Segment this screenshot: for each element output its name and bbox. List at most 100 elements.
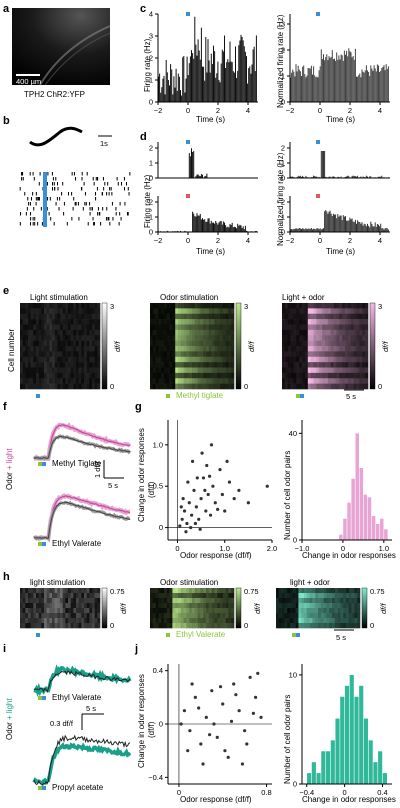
heat-cell — [320, 613, 324, 619]
heat-cell — [296, 383, 300, 390]
heat-cell — [94, 308, 98, 315]
scatter-point — [216, 507, 220, 511]
e-ylabel: Cell number — [7, 329, 16, 372]
heat-cell — [172, 618, 176, 624]
heat-cell — [164, 623, 168, 629]
heat-cell — [92, 618, 95, 624]
heat-cell — [70, 356, 74, 363]
heat-cell — [316, 319, 320, 325]
heat-cell — [326, 588, 330, 594]
heat-cell — [150, 593, 154, 599]
heat-cell — [73, 362, 77, 368]
heat-cell — [183, 324, 187, 331]
heat-cell — [327, 340, 332, 347]
odor-marker — [296, 394, 300, 398]
heat-cell — [282, 340, 286, 347]
heat-cell — [38, 303, 42, 309]
heat-cell — [178, 608, 182, 614]
heat-cell — [347, 356, 352, 363]
heat-cell — [208, 313, 212, 320]
heat-cell — [296, 367, 300, 374]
psth-bar — [373, 65, 375, 102]
heat-cell — [76, 313, 79, 320]
hist-bar — [359, 685, 364, 784]
heat-cell — [28, 618, 31, 624]
psth-bar — [369, 176, 371, 178]
heat-cell — [81, 608, 85, 614]
psth-bar — [370, 65, 372, 102]
heat-cell — [81, 372, 85, 379]
heat-cell — [28, 362, 31, 368]
heat-cell — [76, 598, 79, 604]
y-tick-label: 3 — [149, 32, 153, 41]
heat-cell — [365, 346, 369, 352]
heat-cell — [28, 608, 31, 614]
heat-cell — [295, 613, 299, 619]
heat-cell — [62, 335, 66, 341]
heat-cell — [84, 603, 87, 609]
heat-cell — [330, 303, 334, 309]
heat-cell — [172, 593, 176, 599]
psth-bar — [323, 151, 324, 178]
heat-cell — [189, 613, 193, 619]
heat-cell — [362, 346, 366, 352]
heat-cell — [217, 598, 221, 604]
heat-cell — [22, 346, 26, 352]
x-tick-label: 1.0 — [220, 544, 230, 553]
heat-cell — [206, 603, 210, 609]
heat-cell — [356, 319, 360, 325]
heat-cell — [334, 623, 338, 629]
heat-cell — [304, 613, 308, 619]
heat-cell — [175, 356, 179, 363]
psth-bar — [320, 151, 322, 178]
heat-cell — [189, 313, 193, 320]
heat-cell — [312, 603, 316, 609]
heat-cell — [33, 356, 37, 363]
psth-bar — [238, 225, 240, 232]
psth-bar — [310, 228, 312, 232]
heat-cell — [52, 335, 55, 341]
y-tick-label: 1 — [149, 213, 153, 222]
psth-bar — [182, 57, 184, 102]
heat-cell — [325, 340, 329, 347]
heat-cell — [175, 613, 179, 619]
heat-cell — [60, 618, 63, 624]
psth-bar — [225, 68, 227, 102]
odor-marker — [38, 696, 42, 700]
heat-cell — [217, 608, 221, 614]
heat-cell — [357, 618, 361, 624]
heat-cell — [353, 319, 357, 325]
heat-cell — [57, 346, 61, 352]
heat-cell — [155, 613, 159, 619]
psth-bar — [327, 213, 329, 232]
heat-cell — [92, 324, 95, 331]
heat-cell — [200, 303, 204, 309]
heat-cell — [36, 356, 39, 363]
heat-cell — [293, 378, 297, 384]
y-tick-label: 0 — [293, 780, 297, 789]
heat-cell — [44, 340, 47, 347]
psth-bar — [346, 220, 348, 232]
psth-bar — [358, 75, 360, 102]
h-cb1-min: 0 — [110, 621, 114, 630]
j-scatter-chart: 0 0.8−0.400.4 Change in odor responses (d… — [137, 664, 272, 804]
hist-bar — [351, 478, 355, 540]
heat-cell — [220, 603, 224, 609]
hist-bar — [340, 696, 345, 784]
heat-cell — [347, 378, 352, 384]
heat-cell — [38, 588, 42, 594]
heat-cell — [228, 603, 232, 609]
heat-cell — [70, 598, 74, 604]
psth-bar — [346, 50, 348, 102]
heat-cell — [336, 340, 340, 347]
scatter-point — [248, 675, 252, 679]
heat-cell — [312, 618, 316, 624]
psth-bar — [348, 175, 350, 178]
psth-bar — [299, 175, 301, 178]
heat-cell — [231, 319, 235, 325]
psth-bar — [385, 64, 387, 102]
heat-cell — [359, 362, 363, 368]
heat-cell — [299, 367, 303, 374]
heat-cell — [325, 367, 329, 374]
